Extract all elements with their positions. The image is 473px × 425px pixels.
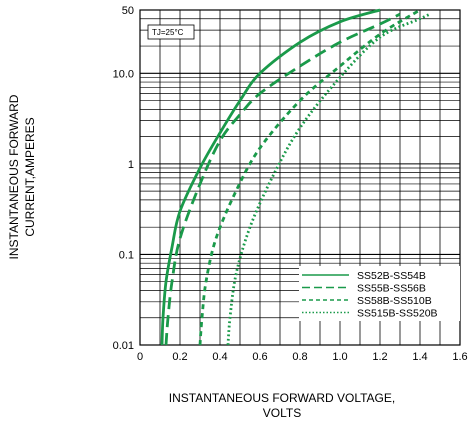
y-axis-title-line1: INSTANTANEOUS FORWARD	[7, 94, 21, 259]
legend-label: SS515B-SS520B	[357, 308, 438, 320]
y-tick-labels: 0.01 0.1 1 10.0 50	[113, 5, 134, 352]
x-axis-title-line2: VOLTS	[263, 406, 301, 420]
plot-frame	[139, 9, 461, 346]
legend: SS52B-SS54BSS55B-SS56BSS58B-SS510BSS515B…	[299, 266, 460, 321]
y-tick-label: 0.1	[119, 249, 134, 261]
x-tick-labels: 0 0.2 0.4 0.6 0.8 1.0 1.2 1.4 1.6	[137, 351, 468, 363]
x-tick-label: 0.2	[172, 351, 187, 363]
y-tick-label: 1	[128, 159, 134, 171]
legend-label: SS58B-SS510B	[357, 295, 432, 307]
legend-label: SS55B-SS56B	[357, 283, 426, 295]
x-tick-label: 1.0	[332, 351, 347, 363]
curve-ss55b-ss56b	[164, 12, 401, 346]
temperature-annotation: TJ=25°C	[152, 28, 184, 37]
x-tick-label: 0	[137, 351, 143, 363]
y-axis-title-line2: CURRENT,AMPERES	[23, 117, 37, 236]
curve-ss52b-ss54b	[160, 8, 381, 346]
x-tick-label: 1.6	[452, 351, 467, 363]
x-tick-label: 1.2	[372, 351, 387, 363]
x-tick-label: 0.6	[252, 351, 267, 363]
x-tick-label: 0.4	[212, 351, 227, 363]
temperature-annotation-box	[147, 24, 195, 40]
curves	[160, 8, 431, 346]
curve-ss58b-ss510b	[198, 8, 421, 346]
y-tick-label: 0.01	[113, 340, 134, 352]
x-tick-label: 1.4	[412, 351, 427, 363]
legend-label: SS52B-SS54B	[357, 270, 426, 282]
y-tick-label: 50	[122, 5, 134, 17]
x-axis-title-line1: INSTANTANEOUS FORWARD VOLTAGE,	[169, 391, 395, 405]
curve-ss515b-ss520b	[226, 12, 431, 346]
x-tick-label: 0.8	[292, 351, 307, 363]
y-tick-label: 10.0	[113, 68, 134, 80]
